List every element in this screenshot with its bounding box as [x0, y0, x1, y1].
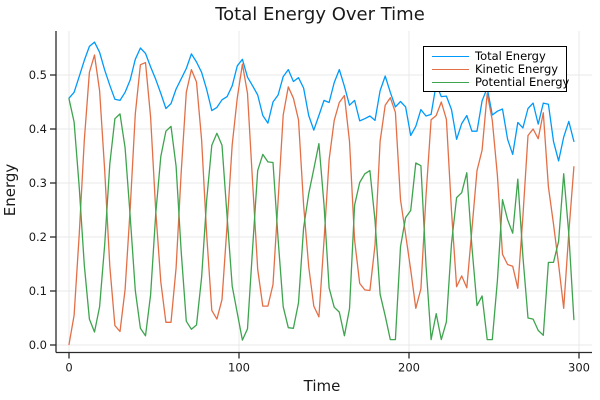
legend-item-total-energy: Total Energy — [426, 50, 564, 63]
legend-item-potential-energy: Potential Energy — [426, 76, 569, 89]
series-line-kinetic-energy — [68, 54, 575, 346]
legend: Total Energy Kinetic Energy Potential En… — [423, 46, 569, 92]
chart-title: Total Energy Over Time — [214, 4, 425, 25]
legend-item-kinetic-energy: Kinetic Energy — [426, 63, 564, 76]
y-tick-label: 0.2 — [29, 230, 47, 244]
x-tick-label: 300 — [568, 361, 590, 375]
legend-line-sample-kinetic-energy — [432, 69, 469, 70]
x-axis-label: Time — [303, 377, 341, 395]
series-layer — [68, 41, 575, 346]
legend-label-total-energy: Total Energy — [475, 49, 546, 63]
x-tick-label: 200 — [398, 361, 420, 375]
tick-label-layer: 0 100 200 300 0.0 0.1 0.2 0.3 0.4 0.5 — [29, 68, 590, 374]
y-tick-label: 0.0 — [29, 338, 47, 352]
series-line-total-energy — [68, 41, 575, 162]
y-tick-label: 0.3 — [29, 176, 47, 190]
series-line-potential-energy — [68, 98, 575, 341]
y-axis-label: Energy — [1, 164, 19, 217]
y-tick-label: 0.4 — [29, 122, 47, 136]
legend-label-kinetic-energy: Kinetic Energy — [475, 62, 559, 76]
x-tick-label: 100 — [228, 361, 250, 375]
legend-line-sample-total-energy — [432, 56, 469, 57]
x-tick-label: 0 — [65, 361, 72, 375]
legend-line-sample-potential-energy — [432, 82, 469, 83]
y-tick-label: 0.5 — [29, 68, 47, 82]
y-tick-label: 0.1 — [29, 284, 47, 298]
legend-label-potential-energy: Potential Energy — [475, 75, 570, 89]
axis-layer — [50, 31, 592, 359]
